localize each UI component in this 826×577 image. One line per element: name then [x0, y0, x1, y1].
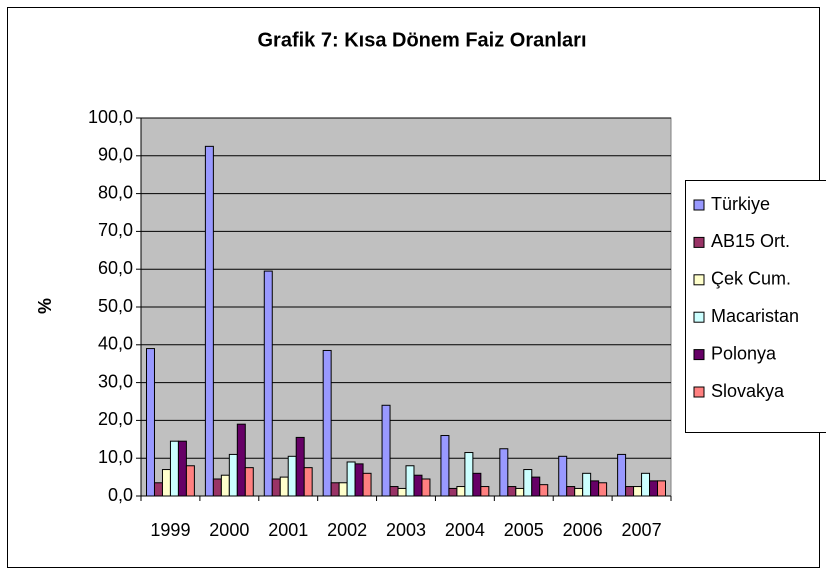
- bar: [574, 487, 584, 497]
- bar: [381, 404, 391, 497]
- bar: [507, 486, 517, 497]
- bar: [657, 480, 666, 497]
- bar: [177, 440, 187, 497]
- bar: [531, 476, 541, 497]
- legend-label: Polonya: [711, 343, 777, 363]
- bar: [448, 487, 458, 497]
- bar: [539, 484, 549, 497]
- bar: [625, 486, 635, 497]
- bar: [263, 270, 273, 497]
- y-tick-label: 10,0: [98, 447, 133, 467]
- bar: [523, 469, 533, 497]
- bar: [303, 467, 313, 497]
- bar: [236, 423, 246, 497]
- y-tick-label: 40,0: [98, 334, 133, 354]
- bar: [204, 145, 214, 497]
- legend-swatch: [693, 236, 705, 248]
- bar: [330, 482, 340, 497]
- bar: [362, 472, 372, 497]
- bar: [582, 472, 592, 497]
- bar: [169, 440, 179, 497]
- bar: [220, 474, 230, 497]
- y-tick-label: 30,0: [98, 371, 133, 391]
- bar: [322, 349, 332, 497]
- bar: [464, 452, 474, 497]
- x-tick-label: 2004: [445, 520, 485, 540]
- x-tick-label: 2001: [268, 520, 308, 540]
- y-tick-label: 60,0: [98, 258, 133, 278]
- legend-label: Slovakya: [711, 381, 785, 401]
- bar: [456, 486, 466, 497]
- bar: [472, 472, 482, 497]
- x-tick-label: 1999: [150, 520, 190, 540]
- bar: [480, 486, 490, 497]
- bar: [641, 472, 651, 497]
- bar: [287, 455, 297, 497]
- bar: [161, 469, 171, 497]
- legend-swatch: [693, 349, 705, 361]
- x-tick-label: 2007: [622, 520, 662, 540]
- x-tick-label: 2002: [327, 520, 367, 540]
- bar: [338, 482, 348, 497]
- legend-label: Türkiye: [711, 194, 770, 214]
- bar: [617, 453, 627, 497]
- legend-label: Çek Cum.: [711, 269, 791, 289]
- y-tick-label: 20,0: [98, 409, 133, 429]
- y-tick-label: 80,0: [98, 182, 133, 202]
- bar: [649, 480, 659, 497]
- bar: [515, 487, 525, 497]
- legend-label: AB15 Ort.: [711, 231, 790, 251]
- legend-box: [685, 180, 826, 433]
- bar: [421, 478, 431, 497]
- x-tick-label: 2003: [386, 520, 426, 540]
- bar: [146, 348, 155, 497]
- bar: [271, 478, 281, 497]
- legend-swatch: [693, 386, 705, 398]
- bar: [633, 486, 643, 497]
- bar: [354, 463, 364, 497]
- y-axis-label: %: [35, 298, 55, 314]
- legend-swatch: [693, 199, 705, 211]
- bar: [558, 455, 568, 497]
- y-tick-label: 0,0: [108, 485, 133, 505]
- y-tick-label: 90,0: [98, 145, 133, 165]
- chart-title: Grafik 7: Kısa Dönem Faiz Oranları: [258, 29, 587, 51]
- bar: [228, 453, 238, 497]
- x-tick-label: 2005: [504, 520, 544, 540]
- legend-label: Macaristan: [711, 306, 799, 326]
- bar: [499, 448, 509, 497]
- y-tick-label: 100,0: [88, 107, 133, 127]
- y-tick-label: 70,0: [98, 220, 133, 240]
- legend-swatch: [693, 274, 705, 286]
- bar: [185, 465, 195, 497]
- bar: [389, 486, 399, 497]
- bar: [397, 487, 407, 497]
- bar: [244, 467, 254, 497]
- legend-swatch: [693, 311, 705, 323]
- bar: [590, 480, 600, 497]
- bar: [566, 486, 576, 497]
- bar: [440, 435, 450, 497]
- bar: [212, 478, 222, 497]
- bar: [413, 474, 423, 497]
- bar: [153, 482, 163, 497]
- bar: [346, 461, 356, 497]
- bar: [598, 482, 608, 497]
- bar: [405, 465, 415, 497]
- x-tick-label: 2006: [563, 520, 603, 540]
- x-tick-label: 2000: [209, 520, 249, 540]
- y-tick-label: 50,0: [98, 296, 133, 316]
- bar: [295, 436, 305, 497]
- bar: [279, 476, 289, 497]
